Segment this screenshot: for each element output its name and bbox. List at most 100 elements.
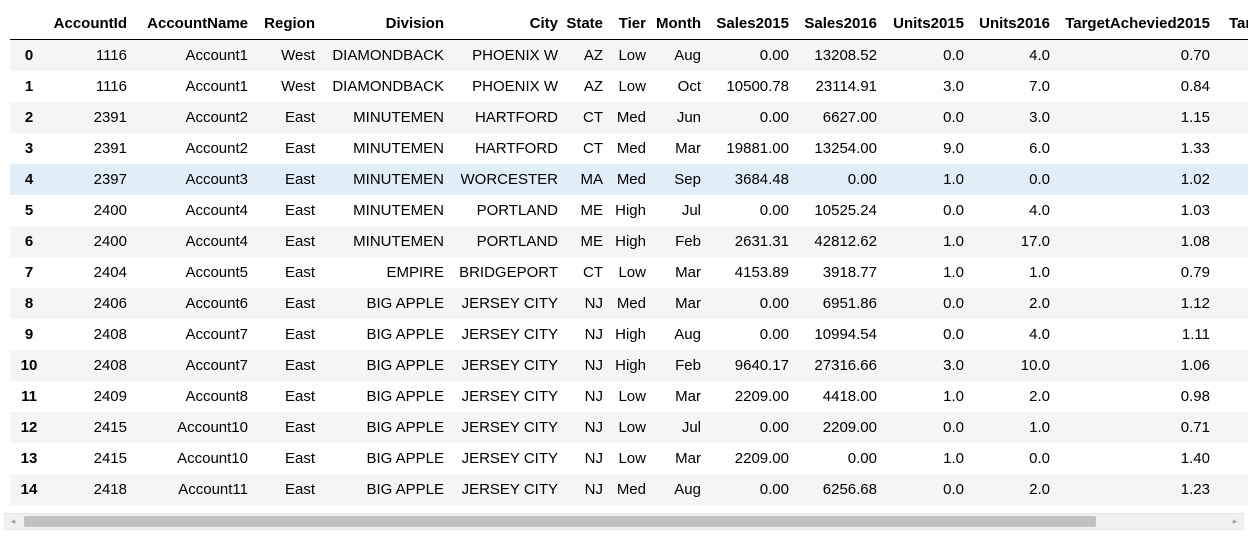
table-cell: BIG APPLE <box>366 326 444 343</box>
table-cell: 27316.66 <box>814 357 877 374</box>
table-cell: MINUTEMEN <box>353 109 444 126</box>
table-cell: WORCESTER <box>460 171 559 188</box>
table-cell: West <box>281 78 315 95</box>
table-cell: Med <box>616 140 646 157</box>
table-cell: 0.0 <box>943 202 964 219</box>
table-cell: BIG APPLE <box>366 481 444 498</box>
table-cell: MINUTEMEN <box>353 140 444 157</box>
table-cell: 2409 <box>93 388 127 405</box>
table-cell: High <box>615 357 646 374</box>
table-cell: 0.00 <box>759 481 789 498</box>
table-cell: Mar <box>675 140 701 157</box>
table-cell: Account7 <box>185 357 248 374</box>
table-cell <box>1217 288 1248 319</box>
table-cell <box>1217 71 1248 102</box>
table-cell: MINUTEMEN <box>353 171 444 188</box>
table-row: 0 1116 Account1 West DIAMONDBACK PHOENIX W AZ L… <box>10 39 1248 71</box>
table-cell: 2391 <box>93 140 127 157</box>
table-cell: 19881.00 <box>726 140 789 157</box>
triangle-right-icon[interactable]: ▸ <box>1232 516 1238 526</box>
column-header: AccountName <box>134 8 255 40</box>
table-cell <box>1217 195 1248 226</box>
table-cell: 0.00 <box>847 450 877 467</box>
table-cell: 3684.48 <box>734 171 789 188</box>
row-index: 8 <box>24 295 34 312</box>
table-cell: 2209.00 <box>734 450 789 467</box>
table-cell: 0.00 <box>847 171 877 188</box>
table-cell: PORTLAND <box>476 202 558 219</box>
table-cell: 2408 <box>93 326 127 343</box>
table-cell: 6256.68 <box>822 481 877 498</box>
table-cell: High <box>615 326 646 343</box>
table-cell: 9640.17 <box>734 357 789 374</box>
table-cell: East <box>284 109 315 126</box>
table-cell: 17.0 <box>1020 233 1050 250</box>
table-cell: CT <box>583 109 603 126</box>
table-cell <box>1217 474 1248 505</box>
table-cell: Sep <box>674 171 701 188</box>
table-cell: CT <box>583 140 603 157</box>
table-cell: 4153.89 <box>734 264 789 281</box>
table-cell: Account6 <box>185 295 248 312</box>
table-cell: Low <box>618 264 646 281</box>
table-cell: Account1 <box>185 78 248 95</box>
table-cell <box>1217 412 1248 443</box>
table-cell: 3918.77 <box>822 264 877 281</box>
table-cell: 0.0 <box>943 481 964 498</box>
table-cell: BIG APPLE <box>366 388 444 405</box>
table-cell: DIAMONDBACK <box>332 47 444 64</box>
table-cell: 0.0 <box>943 47 964 64</box>
row-index: 2 <box>24 109 34 126</box>
table-cell: Low <box>618 450 646 467</box>
table-cell: 9.0 <box>943 140 964 157</box>
table-cell: 1116 <box>95 78 127 95</box>
table-cell: Account10 <box>177 419 248 436</box>
table-cell: HARTFORD <box>474 140 558 157</box>
table-cell: East <box>284 264 315 281</box>
table-cell: 0.71 <box>1180 419 1210 436</box>
table-cell: 0.00 <box>759 295 789 312</box>
row-index: 6 <box>24 233 34 250</box>
table-cell: 0.0 <box>943 109 964 126</box>
table-cell: 2631.31 <box>734 233 789 250</box>
dataframe-viewport[interactable]: AccountId AccountName Region Division Ci… <box>10 8 1248 510</box>
table-cell: Oct <box>677 78 701 95</box>
table-cell: Low <box>618 47 646 64</box>
column-header: TargetAchevied2015 <box>1057 8 1217 40</box>
row-index: 7 <box>24 264 34 281</box>
table-cell: Aug <box>674 481 701 498</box>
table-row: 11 2409 Account8 East BIG APPLE JERSEY CITY NJ… <box>10 381 1248 412</box>
table-cell: BRIDGEPORT <box>459 264 558 281</box>
column-header: Units2016 <box>971 8 1057 40</box>
row-index: 11 <box>21 388 37 405</box>
table-cell: Med <box>616 481 646 498</box>
table-cell <box>1217 164 1248 195</box>
table-cell: PORTLAND <box>476 233 558 250</box>
column-header: City <box>451 8 565 40</box>
column-header: Division <box>322 8 451 40</box>
horizontal-scrollbar[interactable]: ◂ ▸ <box>4 513 1244 530</box>
table-cell: 2391 <box>93 109 127 126</box>
table-row: 5 2400 Account4 East MINUTEMEN PORTLAND ME High… <box>10 195 1248 226</box>
table-cell: Mar <box>675 295 701 312</box>
scrollbar-thumb[interactable] <box>24 516 1096 527</box>
row-index: 9 <box>24 326 34 343</box>
table-cell: High <box>615 233 646 250</box>
table-cell: Account10 <box>177 450 248 467</box>
table-cell: AZ <box>583 78 603 95</box>
row-index: 3 <box>24 140 34 157</box>
table-cell: 23114.91 <box>815 78 877 95</box>
table-cell: NJ <box>584 357 603 374</box>
table-cell: JERSEY CITY <box>461 450 558 467</box>
column-header: TargetAchevied2016 <box>1217 8 1248 40</box>
column-header: Tier <box>610 8 653 40</box>
triangle-left-icon[interactable]: ◂ <box>10 516 16 526</box>
table-cell <box>1217 102 1248 133</box>
table-row: 12 2415 Account10 East BIG APPLE JERSEY CITY N… <box>10 412 1248 443</box>
table-cell: 1.40 <box>1180 450 1210 467</box>
table-cell: Jun <box>676 109 701 126</box>
column-header: AccountId <box>48 8 134 40</box>
table-cell <box>1217 443 1248 474</box>
table-row: 4 2397 Account3 East MINUTEMEN WORCESTER MA Med… <box>10 164 1248 195</box>
row-index: 13 <box>20 450 38 467</box>
